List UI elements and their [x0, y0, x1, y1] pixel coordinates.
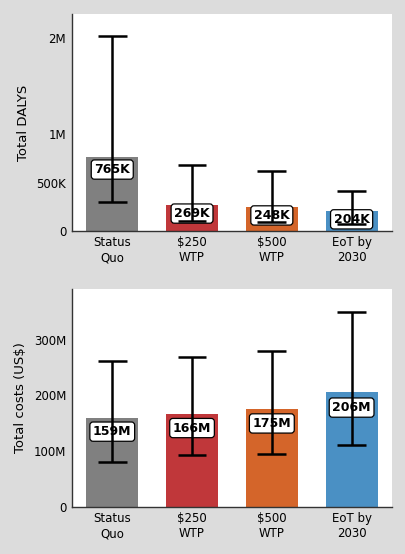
Bar [325, 211, 377, 231]
Bar [166, 205, 217, 231]
Bar [245, 207, 297, 231]
Bar [86, 418, 138, 506]
Y-axis label: Total DALYS: Total DALYS [17, 84, 30, 161]
Bar [325, 392, 377, 506]
Bar [86, 157, 138, 231]
Text: 175M: 175M [252, 417, 290, 430]
Text: 765K: 765K [94, 163, 130, 176]
Text: 206M: 206M [332, 401, 370, 414]
Text: 159M: 159M [93, 425, 131, 438]
Bar [245, 409, 297, 506]
Bar [166, 414, 217, 506]
Text: 204K: 204K [333, 213, 369, 226]
Text: 166M: 166M [173, 422, 211, 434]
Text: 248K: 248K [254, 209, 289, 222]
Text: 269K: 269K [174, 207, 209, 220]
Y-axis label: Total costs (US$): Total costs (US$) [14, 342, 27, 454]
